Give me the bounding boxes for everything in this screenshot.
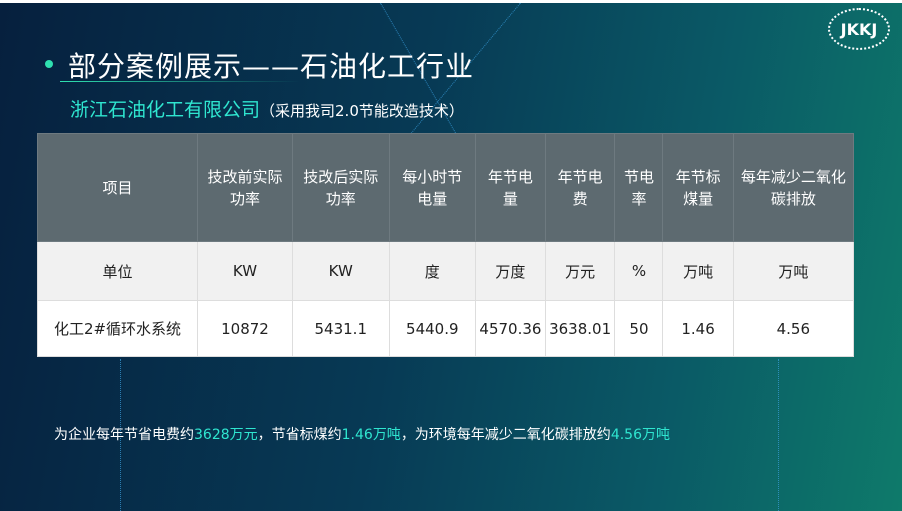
table-row: 化工2#循环水系统 10872 5431.1 5440.9 4570.36 3638.01…	[37, 300, 855, 357]
summary-text: 为企业每年节省电费约3628万元，节省标煤约1.46万吨，为环境每年减少二氧化碳…	[54, 424, 670, 444]
column-header: 节电率	[614, 133, 664, 242]
unit-cell: 万吨	[732, 241, 855, 301]
table-cell: 1.46	[662, 300, 734, 357]
table-cell: 化工2#循环水系统	[37, 300, 198, 357]
unit-cell: 单位	[37, 241, 198, 301]
unit-cell: 万元	[544, 241, 616, 301]
unit-cell: KW	[291, 241, 390, 301]
decor-line	[120, 359, 121, 511]
table-cell: 4.56	[732, 300, 855, 357]
summary-part: ，为环境每年减少二氧化碳排放约	[400, 427, 611, 443]
logo: JKKJ	[828, 8, 890, 50]
summary-value: 1.46万吨	[341, 427, 401, 443]
table-cell: 3638.01	[544, 300, 616, 357]
subtitle: 浙江石油化工有限公司（采用我司2.0节能改造技术）	[70, 95, 464, 122]
column-header: 年节电费	[544, 133, 616, 242]
column-header: 每年减少二氧化碳排放	[732, 133, 855, 242]
summary-part: ，节省标煤约	[257, 427, 342, 443]
header-row: 项目 技改前实际功率 技改后实际功率 每小时节电量 年节电量 年节电费 节电率 年节标煤量 每年…	[37, 133, 855, 242]
summary-value: 4.56万吨	[610, 427, 670, 443]
column-header: 技改前实际功率	[197, 133, 293, 242]
unit-cell: KW	[197, 241, 293, 301]
title-underline	[60, 81, 300, 82]
company-name: 浙江石油化工有限公司	[70, 99, 261, 121]
case-table: 项目 技改前实际功率 技改后实际功率 每小时节电量 年节电量 年节电费 节电率 年节标煤量 每年…	[37, 133, 855, 357]
page-title: 部分案例展示——石油化工行业	[68, 50, 475, 83]
table-cell: 5440.9	[388, 300, 477, 357]
summary-part: 为企业每年节省电费约	[54, 427, 194, 443]
table-cell: 5431.1	[291, 300, 390, 357]
unit-cell: %	[614, 241, 664, 301]
bullet-dot-icon	[45, 60, 53, 68]
table-cell: 10872	[197, 300, 293, 357]
column-header: 技改后实际功率	[291, 133, 390, 242]
unit-row: 单位 KW KW 度万度 万元% 万吨 万吨	[37, 241, 855, 301]
summary-value: 3628万元	[194, 427, 258, 443]
column-header: 年节标煤量	[662, 133, 734, 242]
subtitle-note: （采用我司2.0节能改造技术）	[260, 102, 464, 120]
table-cell: 50	[614, 300, 664, 357]
unit-cell: 万度	[475, 241, 546, 301]
unit-cell: 万吨	[662, 241, 734, 301]
column-header: 项目	[37, 133, 198, 242]
table-cell: 4570.36	[475, 300, 546, 357]
unit-cell: 度	[388, 241, 477, 301]
decor-line	[778, 359, 779, 511]
column-header: 年节电量	[475, 133, 546, 242]
column-header: 每小时节电量	[388, 133, 477, 242]
